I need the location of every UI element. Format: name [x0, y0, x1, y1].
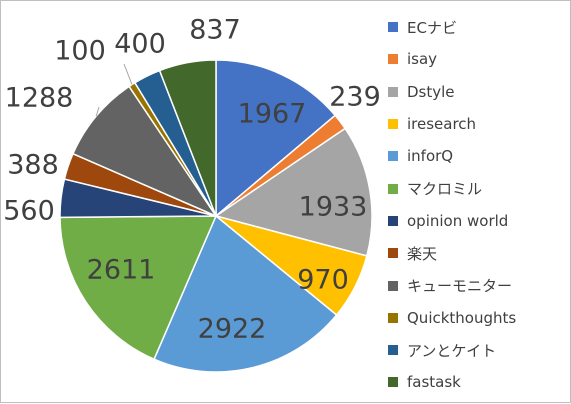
legend-item: iresearch [388, 108, 568, 140]
data-label: 970 [297, 265, 349, 296]
legend-label: isay [407, 50, 438, 69]
pie-slice-12 [158, 59, 217, 217]
legend-label: iresearch [407, 115, 477, 134]
legend-swatch [388, 312, 398, 323]
legend-item: 楽天 [388, 237, 568, 269]
legend-label: Quickthoughts [407, 308, 517, 327]
data-label: 1967 [238, 99, 307, 130]
legend-item: アンとケイト [388, 334, 568, 366]
pie-slice-1 [215, 59, 337, 218]
data-label: 400 [114, 29, 166, 60]
legend-swatch [388, 183, 398, 194]
legend-swatch [388, 215, 398, 226]
data-label: 2611 [87, 255, 156, 286]
legend-item: inforQ [388, 140, 568, 172]
leader-line [123, 63, 133, 85]
legend: ECナビ isay Dstyle iresearch inforQ マクロミル opinio… [388, 11, 568, 399]
pie-slice-3 [214, 127, 373, 257]
data-label: 100 [54, 36, 106, 67]
legend-item: ECナビ [388, 11, 568, 43]
legend-label: アンとケイト [407, 341, 497, 360]
legend-swatch [388, 86, 398, 97]
legend-label: Dstyle [407, 82, 455, 101]
legend-item: isay [388, 43, 568, 75]
legend-swatch [388, 345, 398, 356]
legend-item: opinion world [388, 205, 568, 237]
pie-slice-9 [71, 85, 219, 218]
legend-label: 楽天 [407, 244, 438, 263]
leader-line [95, 106, 100, 117]
data-label: 560 [3, 196, 55, 227]
data-label: 388 [7, 150, 59, 181]
legend-swatch [388, 248, 398, 259]
legend-label: inforQ [407, 147, 454, 166]
legend-item: Quickthoughts [388, 302, 568, 334]
legend-label: opinion world [407, 211, 509, 230]
legend-swatch [388, 280, 398, 291]
legend-label: マクロミル [407, 180, 483, 199]
legend-item: マクロミル [388, 172, 568, 204]
legend-label: キューモニター [407, 277, 513, 296]
pie-slice-6 [59, 215, 218, 361]
data-label: 1288 [5, 83, 74, 114]
data-label: 1933 [299, 192, 368, 223]
legend-swatch [388, 22, 398, 33]
legend-swatch [388, 151, 398, 162]
legend-label: fastask [407, 373, 461, 392]
legend-label: ECナビ [407, 18, 457, 37]
legend-item: fastask [388, 366, 568, 398]
legend-swatch [388, 54, 398, 65]
data-label: 239 [329, 82, 381, 113]
data-label: 2922 [198, 314, 267, 345]
legend-item: キューモニター [388, 269, 568, 301]
data-label: 837 [189, 15, 241, 46]
legend-swatch [388, 377, 398, 388]
legend-swatch [388, 119, 398, 130]
legend-item: Dstyle [388, 76, 568, 108]
